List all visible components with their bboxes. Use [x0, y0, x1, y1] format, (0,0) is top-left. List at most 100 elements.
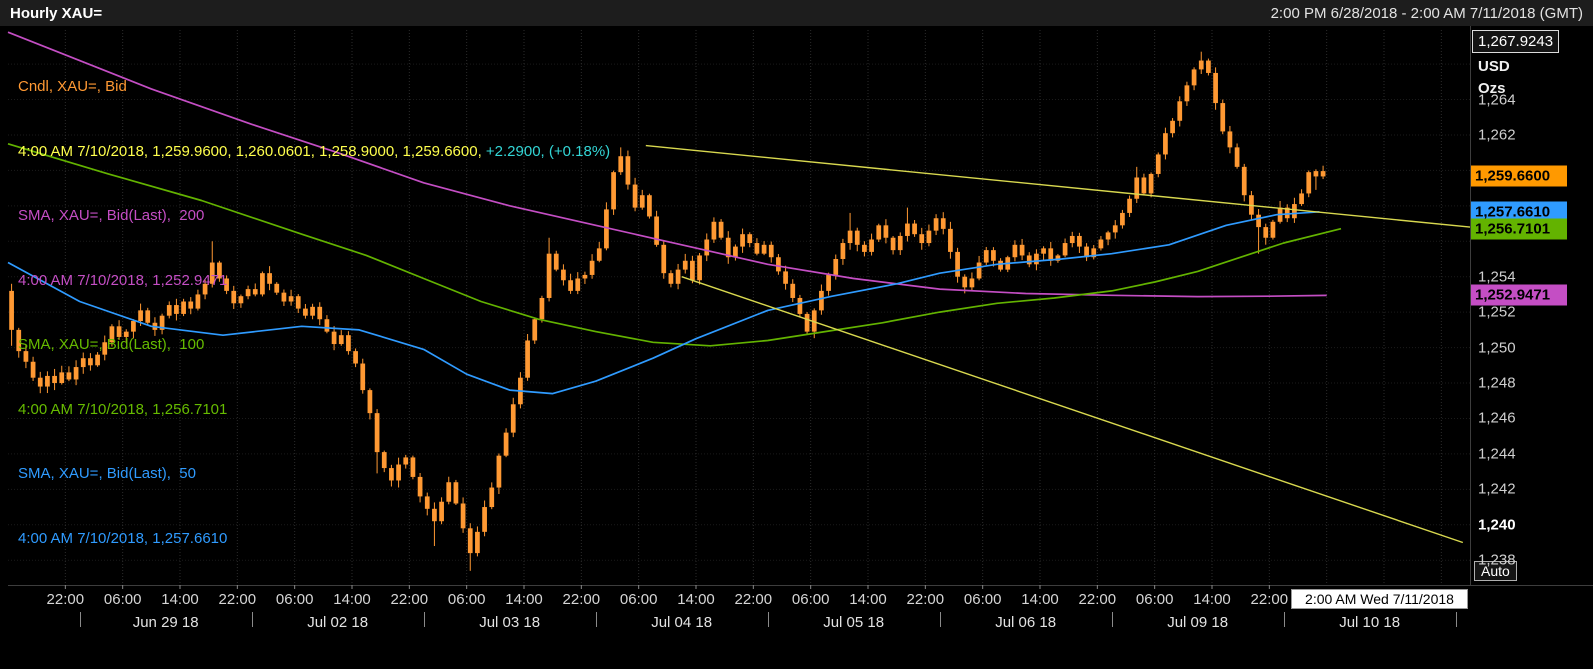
- candle-body: [897, 235, 903, 251]
- time-tick-label: 22:00: [734, 591, 773, 608]
- candle-body: [389, 468, 394, 481]
- candle-body: [1098, 239, 1104, 249]
- date-label: Jun 29 18: [132, 614, 199, 631]
- date-label: Jul 02 18: [307, 614, 369, 631]
- legend-ohlc: 4:00 AM 7/10/2018, 1,259.9600, 1,260.060…: [18, 142, 482, 160]
- candle-body: [568, 280, 573, 291]
- trendline-2[interactable]: [681, 276, 1464, 544]
- candle-body: [1012, 244, 1018, 258]
- candle-body: [510, 404, 516, 433]
- auto-scale-button[interactable]: Auto: [1474, 561, 1517, 581]
- candle-body: [611, 172, 616, 210]
- price-tick-label: 1,244: [1478, 445, 1516, 463]
- candle-body: [668, 273, 674, 284]
- legend-sma50-series[interactable]: SMA, XAU=, Bid(Last), 50: [18, 465, 196, 482]
- candle-body: [331, 331, 337, 345]
- candle-body: [926, 230, 932, 244]
- candle-body: [1069, 235, 1075, 244]
- candle-body: [532, 319, 538, 341]
- legend-sma100-series[interactable]: SMA, XAU=, Bid(Last), 100: [18, 336, 205, 353]
- sma-100-line[interactable]: [7, 142, 1342, 347]
- candle-body: [1034, 253, 1039, 265]
- candle-body: [1163, 133, 1168, 155]
- date-separator: [423, 612, 425, 627]
- price-badge: 1,256.7101: [1471, 218, 1567, 240]
- candle-body: [202, 283, 208, 295]
- candle-body: [1227, 131, 1233, 148]
- candle-body: [482, 507, 487, 532]
- candle-body: [1055, 255, 1061, 261]
- axis-max-box[interactable]: 1,267.9243: [1472, 30, 1560, 53]
- candle-body: [217, 262, 222, 279]
- candle-body: [59, 372, 65, 384]
- candle-body: [1077, 235, 1082, 247]
- candle-body: [489, 487, 495, 508]
- time-tick-label: 14:00: [677, 591, 715, 608]
- candle-body: [159, 315, 165, 330]
- candle-body: [338, 335, 344, 345]
- candle-body: [826, 274, 831, 291]
- candle-body: [632, 184, 638, 208]
- price-tick-label: 1,240: [1478, 516, 1516, 534]
- candle-body: [747, 234, 753, 244]
- candle-body: [346, 335, 351, 352]
- time-tick-label: 06:00: [963, 591, 1002, 608]
- legend-sma200-value[interactable]: 4:00 AM 7/10/2018, 1,252.9471: [18, 271, 228, 289]
- candle-body: [1292, 204, 1297, 219]
- candle-body: [1177, 101, 1183, 121]
- candle-body: [324, 319, 330, 332]
- candle-body: [733, 246, 738, 258]
- candle-body: [181, 301, 186, 314]
- candle-body: [1198, 60, 1204, 70]
- price-tick-label: 1,238: [1478, 551, 1516, 569]
- price-tick-label: 1,248: [1478, 374, 1516, 392]
- candle-body: [1206, 60, 1211, 73]
- candle-body: [503, 432, 509, 456]
- legend-change: +2.2900, (+0.18%): [485, 142, 611, 160]
- candle-body: [295, 296, 301, 309]
- candle-body: [725, 237, 731, 258]
- candle-body: [1112, 225, 1118, 233]
- trendline-1[interactable]: [645, 144, 1471, 228]
- candle-body: [310, 306, 315, 316]
- candle-body: [16, 329, 22, 352]
- date-separator: [595, 612, 597, 627]
- legend-candle-series[interactable]: Cndl, XAU=, Bid: [18, 78, 127, 95]
- sma-50-line[interactable]: [7, 210, 1320, 395]
- legend-sma50-value[interactable]: 4:00 AM 7/10/2018, 1,257.6610: [18, 529, 228, 547]
- legend-candle-values[interactable]: 4:00 AM 7/10/2018, 1,259.9600, 1,260.060…: [18, 141, 610, 163]
- candle-body: [883, 225, 889, 238]
- candle-body: [1026, 255, 1032, 265]
- candle-body: [697, 255, 702, 281]
- sma-200-line[interactable]: [7, 31, 1327, 298]
- candle-body: [1019, 244, 1025, 256]
- candle-body: [475, 531, 480, 554]
- price-tick-label: 1,250: [1478, 339, 1516, 357]
- candle-body: [1284, 207, 1290, 219]
- candle-body: [919, 234, 925, 244]
- candle-body: [955, 251, 960, 277]
- candle-body: [66, 372, 72, 380]
- candle-body: [303, 308, 308, 316]
- candle-body: [1041, 248, 1046, 254]
- legend-sma100-value[interactable]: 4:00 AM 7/10/2018, 1,256.7101: [18, 400, 228, 418]
- time-tick-label: 06:00: [1135, 591, 1174, 608]
- time-tick-label: 14:00: [161, 591, 199, 608]
- candle-body: [761, 244, 767, 254]
- time-tick-label: 14:00: [505, 591, 543, 608]
- candle-body: [854, 230, 860, 245]
- date-separator: [251, 612, 253, 627]
- time-tick-label: 14:00: [1193, 591, 1231, 608]
- candle-body: [912, 223, 917, 235]
- legend-sma200-series[interactable]: SMA, XAU=, Bid(Last), 200: [18, 207, 205, 224]
- candle-body: [948, 228, 953, 252]
- date-label: Jul 05 18: [823, 614, 885, 631]
- candle-body: [1105, 232, 1111, 240]
- date-label: Jul 10 18: [1339, 614, 1401, 631]
- time-tick-label: 06:00: [447, 591, 486, 608]
- axis-end-date-box[interactable]: 2:00 AM Wed 7/11/2018: [1291, 589, 1468, 609]
- candle-body: [1320, 171, 1326, 177]
